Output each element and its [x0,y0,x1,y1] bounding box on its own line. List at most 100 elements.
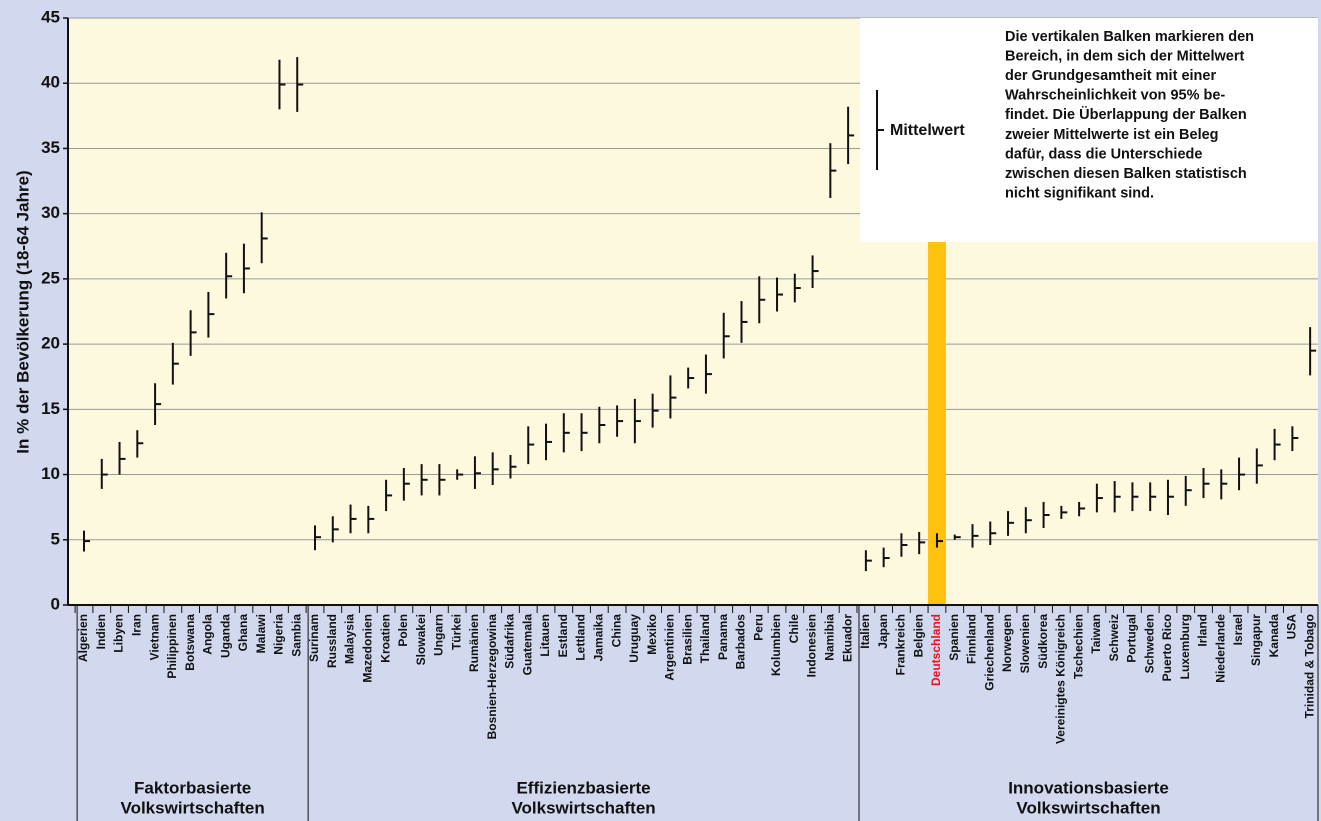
x-tick-label: Litauen [538,614,552,657]
x-tick-label: Uruguay [627,614,641,663]
y-tick-label: 40 [41,73,60,92]
y-tick-label: 10 [41,464,60,483]
note-line: Bereich, in dem sich der Mittelwert [1005,48,1244,64]
x-tick-label: Nigeria [272,614,286,655]
x-tick-label: Slowenien [1018,614,1032,673]
group-label: Effizienzbasierte [516,778,650,797]
y-tick-label: 35 [41,138,60,157]
x-tick-label: Botswana [183,614,197,671]
x-tick-label: Singapur [1249,614,1263,666]
y-axis-label: In % der Bevölkerung (18-64 Jahre) [13,170,32,453]
x-tick-label: Iran [129,614,143,636]
x-tick-label: Kanada [1267,614,1281,658]
group-label: Volkswirtschaften [511,798,655,817]
x-tick-label: Chile [787,614,801,644]
x-tick-label: Puerto Rico [1160,614,1174,681]
x-tick-label: Südafrika [503,614,517,669]
x-tick-label: Finnland [965,614,979,664]
x-tick-label: Mexiko [645,614,659,655]
y-tick-label: 0 [51,594,60,613]
x-tick-label: Vietnam [147,614,161,660]
x-tick-label: Indien [94,614,108,649]
x-tick-label: Ekuador [840,614,854,662]
x-tick-label: Luxemburg [1178,614,1192,679]
group-label: Volkswirtschaften [1016,798,1160,817]
x-tick-label: Panama [716,614,730,660]
x-tick-label: Angola [201,614,215,655]
note-line: Wahrscheinlichkeit von 95% be- [1005,88,1225,104]
x-tick-label: Brasilien [680,614,694,665]
x-tick-label: Norwegen [1000,614,1014,672]
x-tick-label: Sambia [289,614,303,657]
x-tick-label: Südkorea [1036,614,1050,669]
x-tick-label: Slowakei [414,614,428,665]
x-tick-label: Bosnien-Herzegowina [485,614,499,740]
x-tick-label: Türkei [449,614,463,650]
note-box [860,18,1318,242]
x-tick-label: Malaysia [343,614,357,664]
x-tick-label: Namibia [823,614,837,661]
x-tick-label: Lettland [574,614,588,661]
x-tick-label: Griechenland [982,614,996,691]
x-tick-label: Schweden [1142,614,1156,673]
x-tick-label: Rumänien [467,614,481,672]
note-line: dafür, dass die Unterschiede [1005,146,1202,162]
group-label: Innovationsbasierte [1008,778,1169,797]
x-tick-label: Philippinen [165,614,179,679]
y-tick-label: 15 [41,399,60,418]
x-tick-label: Kolumbien [769,614,783,676]
x-tick-label: Belgien [911,614,925,657]
note-line: zweier Mittelwerte ist ein Beleg [1005,127,1219,143]
x-tick-label: Indonesien [805,614,819,677]
legend-label: Mittelwert [890,122,965,139]
x-tick-label: Niederlande [1213,614,1227,683]
x-tick-label: Taiwan [1089,614,1103,654]
x-tick-label: Malawi [254,614,268,653]
y-tick-label: 45 [41,7,60,26]
x-tick-label: Algerien [76,614,90,662]
note-line: nicht signifikant sind. [1005,186,1154,202]
x-tick-label: Irland [1196,614,1210,647]
y-tick-label: 5 [51,529,60,548]
x-tick-label: Uganda [218,614,232,658]
x-tick-label: Argentinien [663,614,677,681]
x-tick-label: USA [1285,614,1299,640]
x-tick-label: Japan [876,614,890,649]
note-line: der Grundgesamtheit mit einer [1005,68,1216,84]
x-tick-label: Kroatien [378,614,392,663]
y-tick-label: 25 [41,268,60,287]
x-tick-label: Jamaika [592,614,606,662]
x-tick-label: Peru [751,614,765,641]
x-tick-label: Italien [858,614,872,649]
x-tick-label: Portugal [1125,614,1139,663]
x-tick-label: Schweiz [1107,614,1121,661]
x-tick-label: Spanien [947,614,961,661]
x-tick-label: Ungarn [432,614,446,656]
x-tick-label: Vereinigtes Königreich [1054,614,1068,744]
x-tick-label: Libyen [112,614,126,653]
x-tick-label: Russland [325,614,339,668]
note-line: zwischen diesen Balken statistisch [1005,166,1247,182]
x-tick-label: Ghana [236,614,250,652]
y-tick-label: 20 [41,334,60,353]
note-line: findet. Die Überlappung der Balken [1005,106,1247,123]
x-tick-label: Polen [396,614,410,647]
group-label: Volkswirtschaften [121,798,265,817]
x-tick-label: Israel [1231,614,1245,645]
x-tick-label: Surinam [307,614,321,662]
x-tick-label: China [609,614,623,648]
x-tick-label: Estland [556,614,570,657]
x-tick-label: Deutschland [929,614,943,686]
x-tick-label: Tschechien [1071,614,1085,679]
y-tick-label: 30 [41,203,60,222]
note-line: Die vertikalen Balken markieren den [1005,29,1254,45]
group-label: Faktorbasierte [134,778,251,797]
x-tick-label: Barbados [734,614,748,670]
x-tick-label: Frankreich [894,614,908,675]
x-tick-label: Mazedonien [360,614,374,683]
x-tick-label: Trinidad & Tobago [1302,614,1316,718]
x-tick-label: Thailand [698,614,712,663]
x-tick-label: Guatemala [520,614,534,676]
